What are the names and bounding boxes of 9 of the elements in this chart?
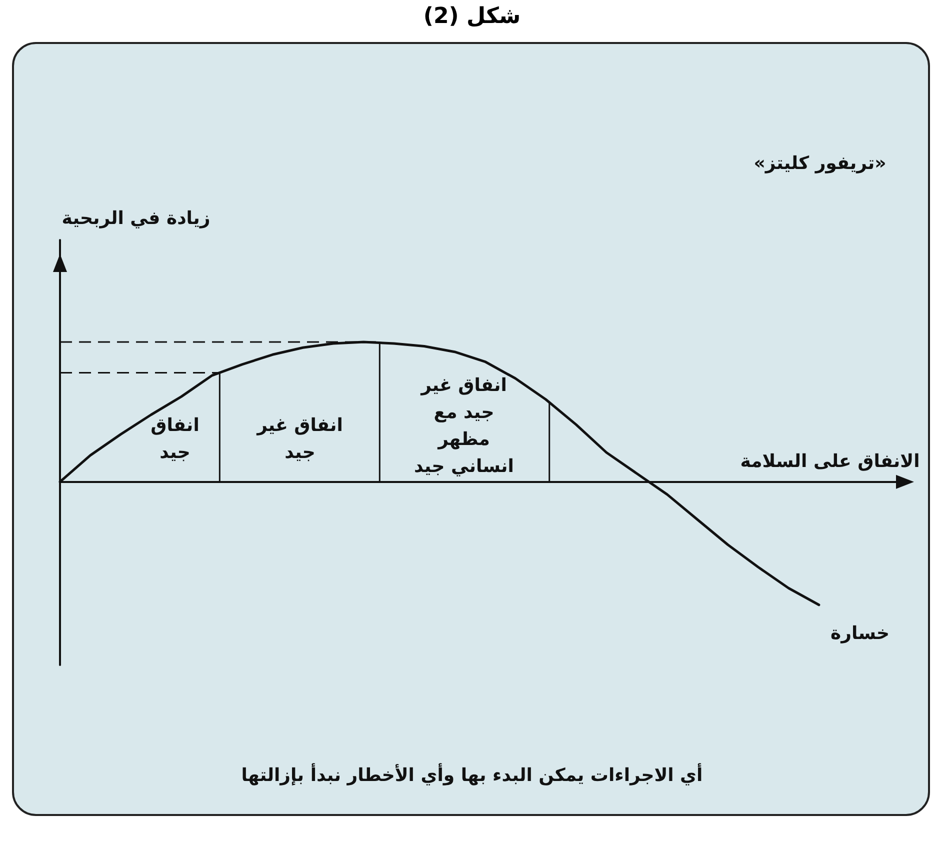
- annotation: انفاق جيد: [150, 414, 200, 465]
- x-axis-title: الانفاق على السلامة: [739, 450, 921, 474]
- text: «تريفور كليتز»: [752, 152, 888, 176]
- annotation: انفاق غير جيد: [255, 414, 344, 465]
- text: خسارة: [829, 622, 891, 646]
- text: زيادة في الربحية: [60, 207, 212, 231]
- chart-title: شكل (2): [422, 4, 522, 29]
- text: أي الاجراءات يمكن البدء بها وأي الأخطار نبدأ بإزالتها: [240, 762, 704, 788]
- annotation: انفاق غير جيد مع مظهر انساني جيد: [413, 374, 515, 479]
